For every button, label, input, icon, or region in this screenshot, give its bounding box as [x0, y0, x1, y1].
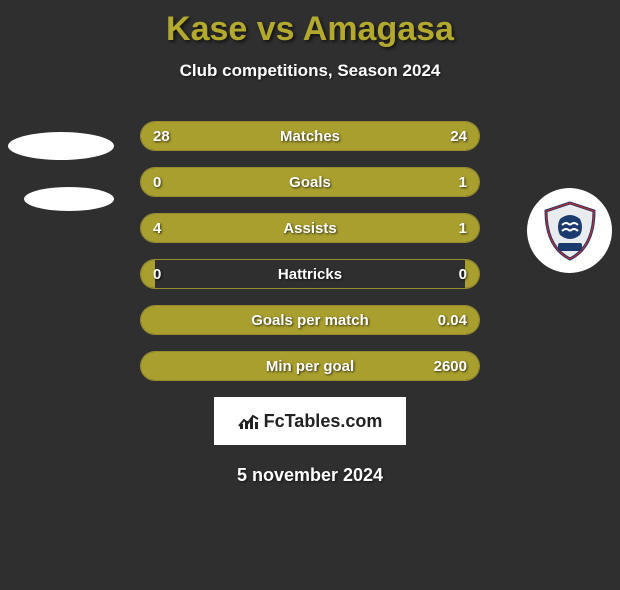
stat-label: Hattricks: [141, 260, 479, 289]
stat-label: Assists: [141, 214, 479, 243]
stat-label: Goals: [141, 168, 479, 197]
stats-container: 2824Matches 01Goals 41Assists 00Hattricks 0.…: [0, 121, 620, 381]
stat-label: Min per goal: [141, 352, 479, 381]
stat-row: 01Goals: [140, 167, 480, 197]
stat-row: 2824Matches: [140, 121, 480, 151]
player-left-shape-2: [24, 187, 114, 211]
team-right-badge: [527, 188, 612, 273]
brand-logo: FcTables.com: [214, 397, 406, 445]
stat-row: 00Hattricks: [140, 259, 480, 289]
chart-icon: [238, 412, 260, 430]
stat-row: 41Assists: [140, 213, 480, 243]
stat-label: Goals per match: [141, 306, 479, 335]
team-crest-icon: [538, 199, 602, 263]
stat-label: Matches: [141, 122, 479, 151]
stat-row: 2600Min per goal: [140, 351, 480, 381]
stat-row: 0.04Goals per match: [140, 305, 480, 335]
player-left-shape-1: [8, 132, 114, 160]
page-title: Kase vs Amagasa: [0, 10, 620, 49]
brand-text: FcTables.com: [264, 411, 383, 432]
subtitle: Club competitions, Season 2024: [0, 61, 620, 81]
date-text: 5 november 2024: [0, 465, 620, 486]
